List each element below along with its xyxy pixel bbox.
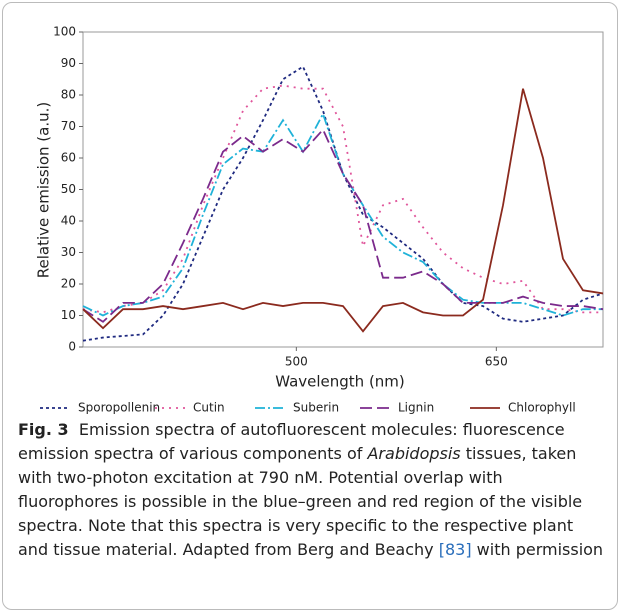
chart: Wavelength (nm) Relative emission (a.u.)… xyxy=(35,25,604,415)
series-line xyxy=(82,65,604,342)
y-tick-label: 90 xyxy=(61,56,76,70)
caption-text: with permission xyxy=(471,540,604,559)
y-tick-label: 80 xyxy=(61,88,76,102)
legend-label: Suberin xyxy=(293,401,339,415)
y-tick-label: 100 xyxy=(53,25,76,39)
caption-text: Emission spectra of autofluorescent mole… xyxy=(18,420,565,463)
y-tick-label: 70 xyxy=(61,119,76,133)
x-tick-label: 500 xyxy=(285,355,308,369)
y-tick-label: 40 xyxy=(61,214,76,228)
y-tick-label: 30 xyxy=(61,245,76,259)
caption-label: Fig. 3 xyxy=(18,420,69,439)
caption-ref[interactable]: [83] xyxy=(438,540,472,559)
legend-label: Cutin xyxy=(193,401,225,415)
series-line xyxy=(82,128,604,323)
legend-label: Chlorophyll xyxy=(508,401,576,415)
y-axis-label: Relative emission (a.u.) xyxy=(35,102,53,278)
y-tick-label: 0 xyxy=(68,340,76,354)
plot-area xyxy=(82,31,604,348)
y-tick-label: 60 xyxy=(61,151,76,165)
y-tick-label: 20 xyxy=(61,277,76,291)
caption: Fig. 3 Emission spectra of autofluoresce… xyxy=(18,418,608,562)
legend-label: Sporopollenin xyxy=(78,401,160,415)
y-tick-label: 50 xyxy=(61,182,76,196)
legend-label: Lignin xyxy=(398,401,434,415)
caption-italic: Arabidopsis xyxy=(367,444,461,463)
caption-text: tissues, taken with two-photon excitatio… xyxy=(18,444,583,559)
x-axis-label: Wavelength (nm) xyxy=(275,373,405,391)
series-line xyxy=(82,84,603,314)
series-line xyxy=(82,88,604,333)
x-tick-label: 650 xyxy=(485,355,508,369)
y-tick-label: 10 xyxy=(61,308,76,322)
series-line xyxy=(82,111,603,317)
